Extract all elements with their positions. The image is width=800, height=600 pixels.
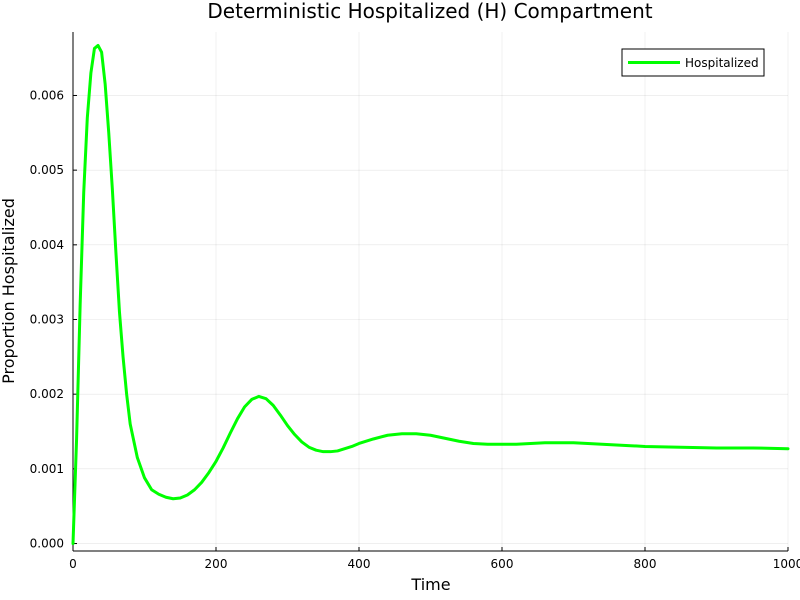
chart-title: Deterministic Hospitalized (H) Compartme…	[207, 0, 652, 23]
series-line-hospitalized	[71, 43, 790, 546]
y-axis-label: Proportion Hospitalized	[0, 198, 18, 384]
x-axis-label: Time	[410, 575, 450, 594]
y-tick-label: 0.003	[30, 313, 64, 327]
x-tick-label: 600	[491, 557, 514, 571]
legend-label: Hospitalized	[685, 56, 759, 70]
x-tick-label: 800	[634, 557, 657, 571]
y-tick-label: 0.006	[30, 88, 64, 102]
x-tick-label: 0	[69, 557, 77, 571]
ticks-layer: 0 200 400 600 800 1000 0.000 0.001 0.002 0.003 0.0…	[30, 88, 800, 571]
y-tick-label: 0.004	[30, 238, 64, 252]
x-tick-label: 1000	[773, 557, 800, 571]
y-tick-label: 0.000	[30, 537, 64, 551]
y-tick-label: 0.005	[30, 163, 64, 177]
y-tick-label: 0.002	[30, 387, 64, 401]
y-tick-label: 0.001	[30, 462, 64, 476]
x-tick-label: 200	[205, 557, 228, 571]
series-layer	[71, 43, 790, 546]
grid-layer	[72, 32, 789, 551]
x-tick-label: 400	[348, 557, 371, 571]
axes-layer	[72, 32, 788, 552]
legend: Hospitalized	[621, 48, 765, 77]
